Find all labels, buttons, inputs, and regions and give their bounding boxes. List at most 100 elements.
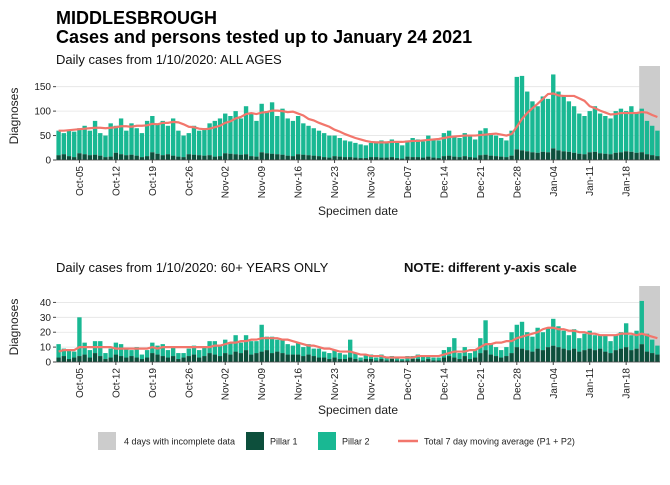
bar bbox=[566, 151, 572, 160]
bar bbox=[488, 344, 493, 355]
bar bbox=[254, 353, 259, 362]
bar bbox=[499, 357, 504, 362]
bar bbox=[165, 357, 171, 362]
bar bbox=[238, 118, 244, 155]
bar bbox=[98, 133, 103, 156]
bar bbox=[311, 155, 316, 160]
bar bbox=[472, 139, 478, 158]
bar bbox=[592, 335, 598, 351]
bar bbox=[571, 106, 577, 153]
bar bbox=[254, 156, 259, 160]
bar bbox=[499, 156, 504, 160]
bar bbox=[618, 348, 624, 362]
bar bbox=[561, 151, 566, 160]
bar bbox=[191, 125, 197, 155]
bar bbox=[446, 155, 452, 160]
x-tick-label: Jan-11 bbox=[585, 368, 596, 398]
bar bbox=[478, 338, 483, 354]
bar bbox=[306, 125, 311, 156]
x-tick-label: Nov-02 bbox=[221, 368, 232, 401]
x-tick-label: Nov-16 bbox=[294, 368, 305, 401]
bar bbox=[264, 350, 270, 362]
x-tick-label: Dec-21 bbox=[476, 166, 487, 199]
bar bbox=[577, 153, 582, 160]
bar bbox=[441, 357, 447, 362]
bar bbox=[87, 155, 93, 160]
bar bbox=[597, 153, 603, 160]
x-tick-label: Oct-19 bbox=[148, 166, 159, 196]
bar bbox=[337, 359, 342, 362]
bar bbox=[509, 155, 514, 160]
bar bbox=[332, 357, 337, 362]
bar bbox=[301, 347, 306, 357]
bar bbox=[181, 357, 186, 362]
y-tick-label: 40 bbox=[40, 298, 52, 309]
bar bbox=[394, 142, 400, 159]
x-tick-label: Dec-07 bbox=[403, 166, 414, 199]
bar bbox=[275, 339, 280, 352]
bar bbox=[472, 157, 478, 160]
bar bbox=[483, 350, 488, 362]
x-tick-label: Nov-09 bbox=[257, 368, 268, 401]
bar bbox=[618, 152, 624, 160]
x-tick-label: Oct-12 bbox=[111, 368, 122, 398]
bar bbox=[280, 339, 285, 354]
bar bbox=[535, 348, 540, 362]
x-tick-label: Nov-23 bbox=[330, 368, 341, 401]
bar bbox=[207, 155, 212, 160]
bar bbox=[139, 133, 145, 158]
bar bbox=[311, 348, 316, 357]
chart-title: MIDDLESBROUGH bbox=[56, 8, 217, 28]
bar bbox=[139, 354, 145, 360]
bar bbox=[452, 135, 457, 157]
bar bbox=[134, 155, 139, 160]
bar bbox=[202, 155, 207, 160]
bar bbox=[504, 347, 509, 357]
bar bbox=[389, 359, 395, 362]
bar bbox=[243, 106, 249, 155]
bar bbox=[337, 156, 342, 160]
bar bbox=[327, 157, 332, 160]
legend-swatch bbox=[246, 432, 264, 450]
bar bbox=[655, 130, 660, 157]
bar bbox=[540, 151, 546, 160]
x-tick-label: Jan-18 bbox=[622, 368, 633, 399]
bar bbox=[603, 116, 608, 154]
bar bbox=[223, 113, 228, 154]
x-tick-label: Oct-05 bbox=[75, 166, 86, 196]
bar bbox=[118, 356, 124, 362]
bar bbox=[269, 102, 275, 154]
bar bbox=[603, 335, 608, 352]
bar bbox=[530, 152, 535, 160]
bar bbox=[582, 350, 587, 362]
bar bbox=[368, 157, 374, 160]
bar bbox=[384, 157, 389, 160]
bar bbox=[545, 327, 551, 348]
bar bbox=[587, 152, 592, 160]
bar bbox=[77, 128, 82, 154]
bar bbox=[462, 156, 467, 160]
x-tick-label: Jan-11 bbox=[585, 166, 596, 196]
bar bbox=[264, 336, 270, 351]
bar bbox=[61, 133, 66, 155]
bar bbox=[472, 357, 478, 362]
x-tick-label: Oct-19 bbox=[148, 368, 159, 398]
bar bbox=[72, 157, 77, 160]
bar bbox=[139, 157, 145, 160]
bar bbox=[191, 354, 197, 362]
bar bbox=[160, 356, 165, 362]
bar bbox=[290, 345, 296, 355]
bar bbox=[72, 131, 77, 158]
bar bbox=[301, 356, 306, 362]
bar bbox=[212, 354, 217, 362]
bar bbox=[592, 106, 598, 152]
bar bbox=[571, 152, 577, 160]
bar bbox=[488, 133, 493, 156]
bar bbox=[493, 347, 499, 357]
x-tick-label: Oct-12 bbox=[111, 166, 122, 196]
bar bbox=[160, 155, 165, 160]
bar bbox=[650, 125, 655, 156]
bar bbox=[415, 139, 421, 158]
bar bbox=[530, 351, 535, 362]
